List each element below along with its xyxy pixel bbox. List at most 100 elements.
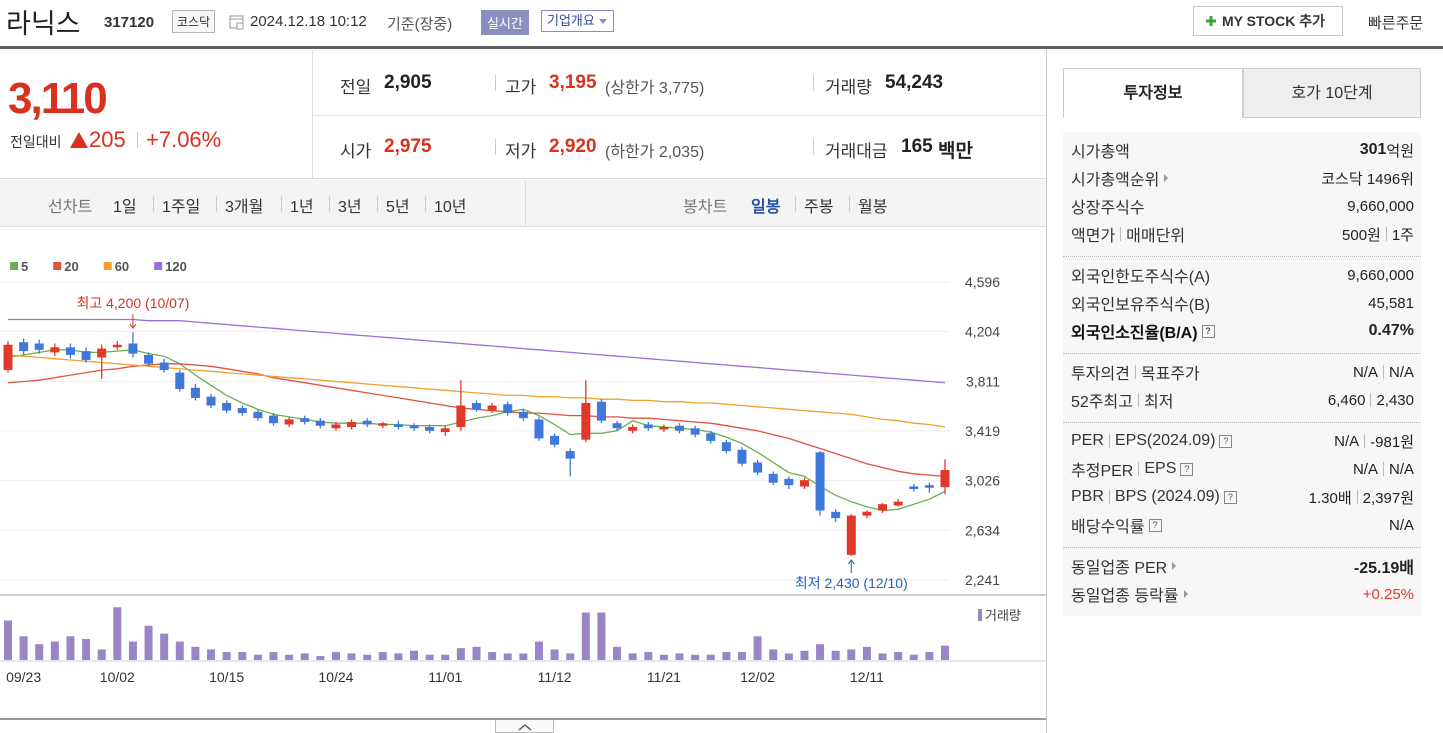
info-row: 상장주식수 9,660,000: [1071, 192, 1414, 220]
volume-bar: [613, 646, 622, 660]
divider: [525, 180, 526, 226]
help-icon[interactable]: ?: [1223, 490, 1237, 504]
volume-bar: [784, 653, 793, 660]
candle-body: [409, 425, 419, 429]
candle-body: [940, 470, 950, 488]
divider: [329, 196, 330, 212]
candle-body: [222, 402, 232, 411]
value-text: 2,397원: [1362, 489, 1414, 507]
y-tick-label: 4,204: [965, 324, 1000, 340]
arrow-icon[interactable]: [1172, 562, 1177, 570]
arrow-icon[interactable]: [1164, 174, 1169, 182]
candle-period-button[interactable]: 일봉: [751, 199, 781, 216]
period-button[interactable]: 1일: [113, 199, 137, 216]
candle-body: [503, 404, 513, 414]
tab[interactable]: 호가 10단계: [1243, 68, 1421, 118]
expand-tab[interactable]: [495, 720, 554, 733]
quick-order[interactable]: 빠른주문: [1368, 15, 1424, 32]
volume-bar: [800, 650, 809, 660]
volume-bar: [628, 653, 637, 660]
volume-bar: [285, 654, 294, 660]
open-label: 시가: [340, 142, 372, 161]
low-label: 저가: [505, 142, 537, 161]
separator: [1382, 462, 1384, 476]
volume-bar: [316, 656, 325, 660]
value-text: 9,660,000: [1347, 197, 1414, 215]
period-button[interactable]: 3개월: [225, 199, 264, 216]
my-stock-button[interactable]: MY STOCK 추가: [1193, 6, 1343, 36]
label-text: PBR: [1071, 488, 1104, 505]
high-arrowhead: [129, 323, 137, 329]
arrow-icon[interactable]: [1183, 590, 1188, 598]
value-text: N/A: [1388, 516, 1414, 534]
chart-bottom-rule: [0, 718, 1046, 720]
value-text: 45,581: [1368, 294, 1414, 312]
candle-period-button[interactable]: 주봉: [804, 199, 834, 216]
candle-body: [347, 421, 357, 428]
volume-bar: [113, 607, 122, 660]
period-button[interactable]: 1주일: [162, 199, 201, 216]
value-text: +0.25%: [1362, 585, 1414, 603]
volume-bar: [925, 652, 934, 660]
volume-bar: [753, 636, 762, 660]
period-button[interactable]: 1년: [290, 199, 314, 216]
candle-body: [737, 449, 747, 464]
candle-body: [534, 419, 544, 439]
divider: [312, 115, 1046, 116]
volume-bar: [66, 636, 75, 660]
help-icon[interactable]: ?: [1148, 518, 1162, 532]
info-value: N/A N/A: [1353, 364, 1414, 381]
y-tick-label: 3,026: [965, 473, 1000, 489]
value-text: -981원: [1370, 433, 1414, 451]
y-tick-label: 2,634: [965, 522, 1000, 538]
info-row: PER EPS(2024.09)? N/A -981원: [1071, 427, 1414, 455]
info-row: 외국인한도주식수(A) 9,660,000: [1071, 261, 1414, 289]
period-button[interactable]: 5년: [386, 199, 410, 216]
candle-body: [268, 415, 278, 424]
candle-body: [518, 411, 528, 419]
volume-bar: [675, 653, 684, 660]
value-text: N/A: [1388, 363, 1414, 381]
candle-body: [19, 342, 29, 352]
low-annotation: 최저 2,430 (12/10): [795, 575, 908, 591]
volume-bar: [378, 652, 387, 660]
legend-label: 120: [165, 259, 187, 274]
help-icon[interactable]: ?: [1201, 324, 1215, 338]
candle-body: [3, 344, 13, 371]
candle-period-button[interactable]: 월봉: [858, 199, 888, 216]
candle-body: [753, 462, 763, 473]
tab-active[interactable]: 투자정보: [1063, 68, 1243, 118]
period-button[interactable]: 10년: [434, 199, 467, 216]
volume-bar: [269, 652, 278, 660]
candle-body: [378, 423, 388, 426]
info-table: 시가총액 301 억원 시가총액순위 코스닥 1496위 상장주식수 9,660,000 액면…: [1063, 132, 1421, 616]
candle-body: [331, 424, 341, 429]
change-label: 전일대비: [10, 134, 62, 150]
separator: [1385, 227, 1387, 241]
candle-body: [784, 478, 794, 486]
realtime-badge[interactable]: 실시간: [481, 10, 529, 35]
volume-bar: [456, 648, 465, 660]
value-text: 1주: [1391, 226, 1414, 244]
period-button[interactable]: 3년: [338, 199, 362, 216]
volume-bar: [441, 654, 450, 660]
volume-bar: [238, 652, 247, 660]
help-icon[interactable]: ?: [1219, 434, 1233, 448]
volume-bar: [847, 649, 856, 660]
info-group: 동일업종 PER -25.19배 동일업종 등락률 +0.25%: [1063, 548, 1421, 616]
volume-label: 거래량: [825, 78, 872, 97]
legend-swatch: [10, 262, 18, 270]
x-tick-label: 12/11: [850, 669, 884, 685]
volume-bar: [503, 653, 512, 660]
legend-label: 5: [21, 259, 28, 274]
volume-bar: [19, 636, 28, 660]
separator: [1356, 490, 1358, 504]
info-row: 동일업종 PER -25.19배: [1071, 552, 1414, 580]
company-info-button[interactable]: 기업개요: [541, 10, 614, 32]
volume-bar: [160, 633, 169, 660]
volume-bar: [300, 653, 309, 660]
help-icon[interactable]: ?: [1180, 462, 1194, 476]
stock-name: 라닉스: [6, 9, 81, 39]
volume-bar: [35, 644, 44, 660]
volume-bar: [519, 653, 528, 660]
